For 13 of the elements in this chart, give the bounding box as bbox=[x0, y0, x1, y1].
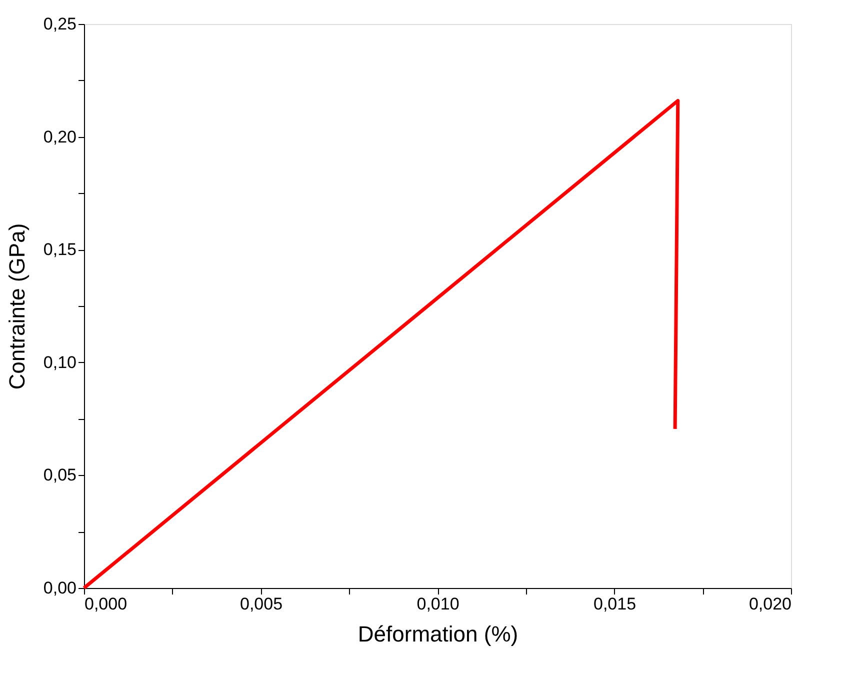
x-tick-label: 0,010 bbox=[416, 594, 460, 614]
y-tick-label: 0,25 bbox=[43, 14, 76, 34]
y-tick-label: 0,15 bbox=[43, 240, 76, 260]
x-tick-label: 0,005 bbox=[240, 594, 283, 614]
y-tick-label: 0,05 bbox=[43, 466, 76, 485]
y-tick-label: 0,00 bbox=[43, 578, 76, 598]
x-axis-title: Déformation (%) bbox=[358, 622, 518, 646]
y-tick-label: 0,10 bbox=[43, 352, 76, 372]
x-tick-label: 0,015 bbox=[593, 594, 636, 614]
x-tick-label: 0,000 bbox=[84, 594, 128, 614]
x-tick-label: 0,020 bbox=[748, 594, 792, 614]
y-axis-title: Contrainte (GPa) bbox=[4, 223, 30, 390]
y-tick-label: 0,20 bbox=[43, 127, 76, 146]
